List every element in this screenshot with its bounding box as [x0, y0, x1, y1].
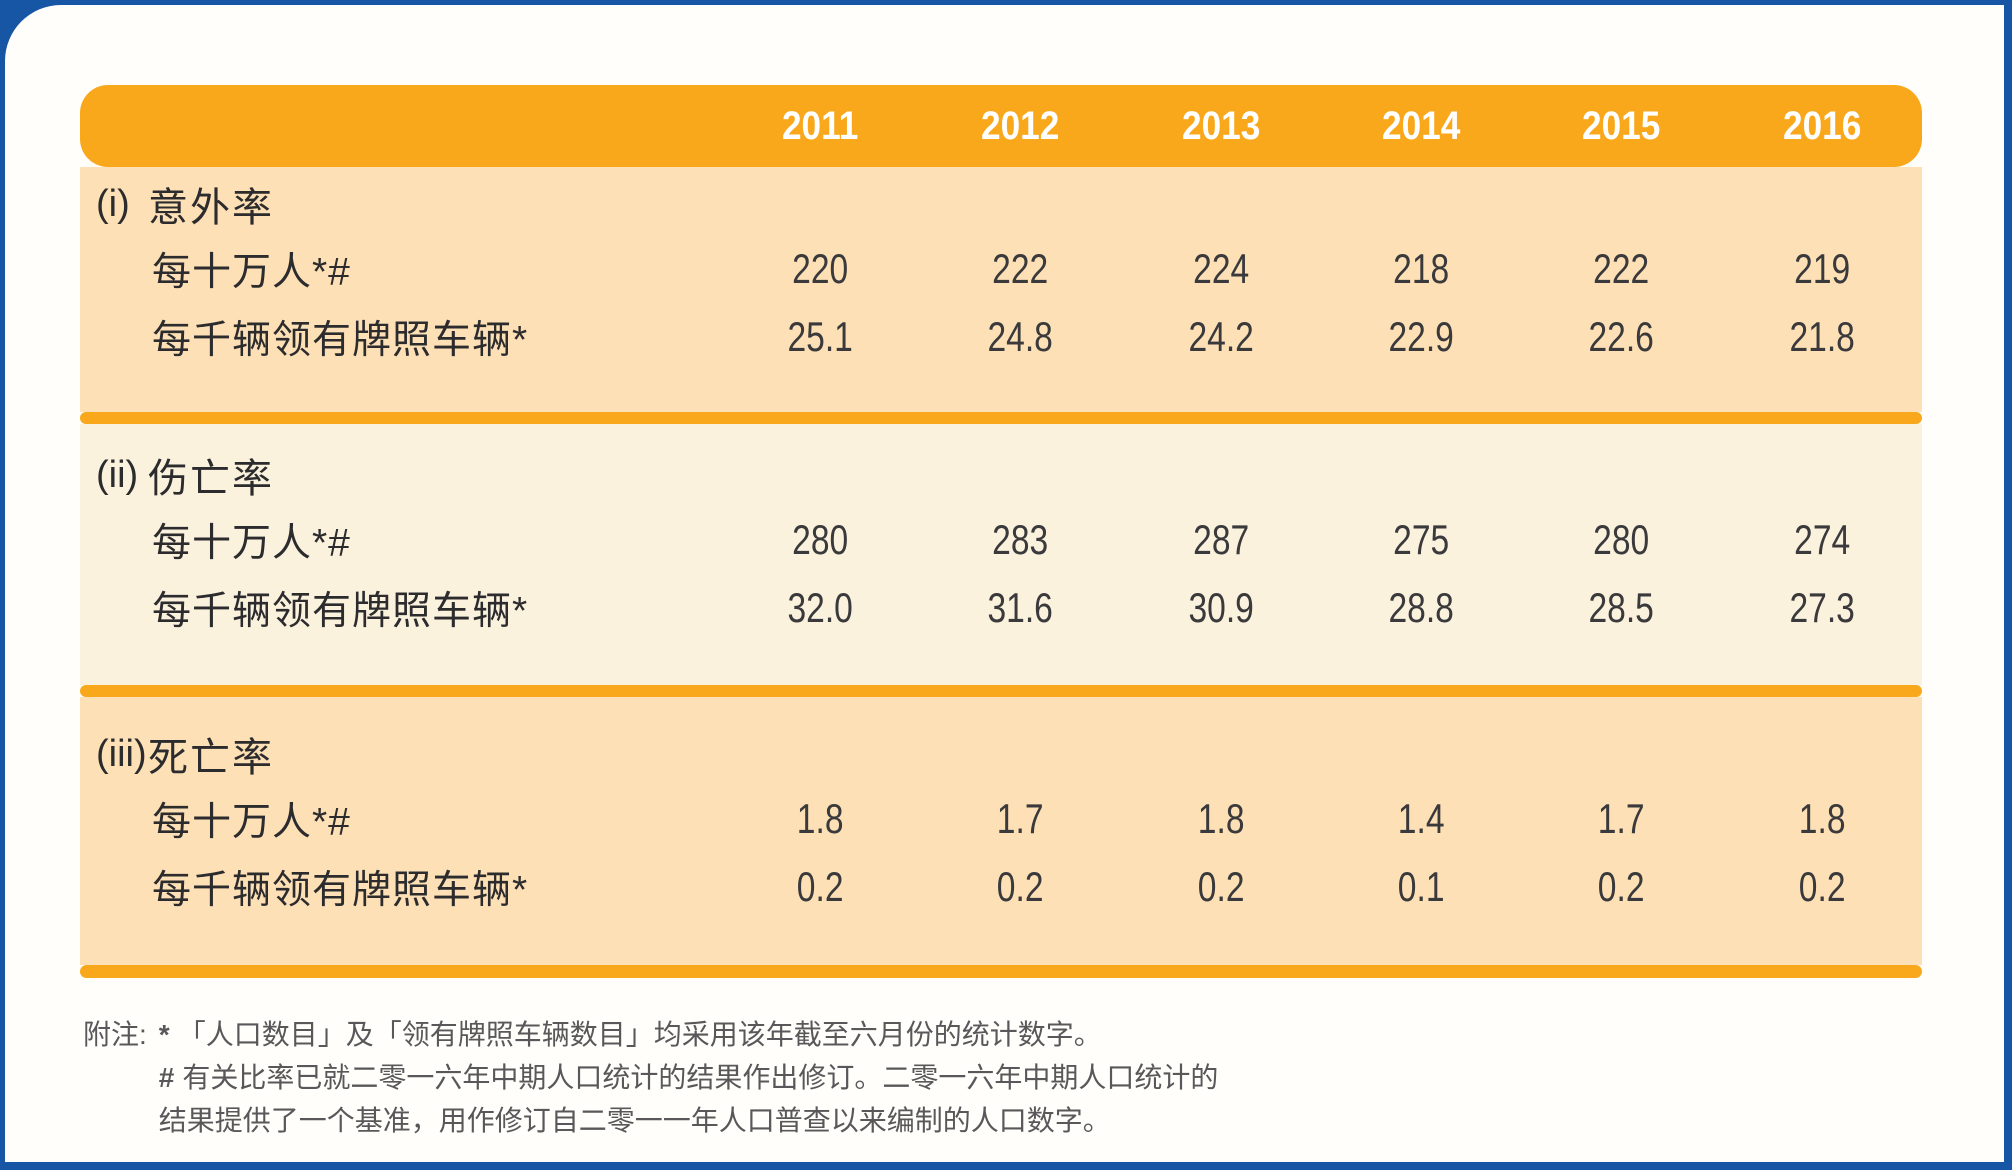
table-row: 每十万人*# 220 222 224 218 222 219: [80, 235, 1922, 303]
value-cell: 31.6: [987, 584, 1054, 631]
value-cell: 24.2: [1188, 313, 1254, 360]
value-cell: 22.6: [1588, 313, 1655, 360]
hash-marker: #: [158, 1062, 175, 1093]
section-accident-rate: (i) 意外率 每十万人*# 220 222 224 218 222 219 每…: [80, 167, 1922, 412]
row-label: 每千辆领有牌照车辆*: [152, 319, 529, 362]
year-header: 2015: [1582, 103, 1661, 148]
value-cell: 28.5: [1588, 584, 1655, 631]
section-fatality-rate: (iii) 死亡率 每十万人*# 1.8 1.7 1.8 1.4 1.7 1.8…: [80, 697, 1922, 965]
value-cell: 218: [1393, 245, 1450, 292]
row-label: 每十万人*#: [152, 522, 351, 565]
year-header: 2011: [781, 103, 859, 148]
table-bottom-bar: [80, 965, 1922, 978]
section-heading: (i) 意外率: [80, 173, 1922, 235]
value-cell: 1.7: [997, 795, 1044, 842]
table-row: 每十万人*# 280 283 287 275 280 274: [80, 506, 1922, 574]
value-cell: 222: [992, 245, 1049, 292]
table-row: 每千辆领有牌照车辆* 0.2 0.2 0.2 0.1 0.2 0.2: [80, 853, 1922, 921]
value-cell: 1.8: [1798, 795, 1846, 842]
value-cell: 220: [792, 245, 849, 292]
section-divider: [80, 412, 1922, 424]
year-header: 2014: [1381, 103, 1461, 148]
year-header: 2016: [1782, 103, 1861, 148]
row-label: 每十万人*#: [152, 801, 351, 844]
value-cell: 274: [1793, 516, 1850, 563]
value-cell: 275: [1393, 516, 1450, 563]
table-header-row: 2011 2012 2013 2014 2015 2016: [80, 85, 1922, 167]
section-title: 伤亡率: [148, 457, 274, 501]
year-header: 2012: [981, 103, 1060, 148]
value-cell: 0.2: [796, 863, 844, 910]
value-cell: 21.8: [1789, 313, 1855, 360]
footnote-text: 结果提供了一个基准，用作修订自二零一一年人口普查以来编制的人口数字。: [158, 1105, 1111, 1136]
value-cell: 280: [792, 516, 849, 563]
value-cell: 0.1: [1397, 863, 1445, 910]
value-cell: 25.1: [787, 313, 853, 360]
section-title: 死亡率: [148, 736, 274, 780]
year-header: 2013: [1181, 103, 1260, 148]
section-casualty-rate: (ii) 伤亡率 每十万人*# 280 283 287 275 280 274 …: [80, 424, 1922, 685]
section-marker: (ii): [96, 453, 139, 496]
value-cell: 24.8: [987, 313, 1054, 360]
row-label: 每十万人*#: [152, 251, 351, 294]
value-cell: 0.2: [1197, 863, 1245, 910]
statistics-table: 2011 2012 2013 2014 2015 2016 (i) 意外率 每十…: [80, 85, 1922, 978]
value-cell: 219: [1793, 245, 1850, 292]
row-label: 每千辆领有牌照车辆*: [152, 590, 529, 633]
section-heading: (ii) 伤亡率: [80, 444, 1922, 506]
value-cell: 1.4: [1397, 795, 1445, 842]
section-title: 意外率: [148, 186, 274, 230]
value-cell: 287: [1192, 516, 1249, 563]
row-label: 每千辆领有牌照车辆*: [152, 869, 529, 912]
value-cell: 1.8: [1197, 795, 1245, 842]
section-marker: (iii): [96, 732, 147, 775]
table-row: 每千辆领有牌照车辆* 25.1 24.8 24.2 22.9 22.6 21.8: [80, 303, 1922, 371]
section-divider: [80, 685, 1922, 697]
footnotes-label: 附注:: [83, 1019, 147, 1050]
value-cell: 30.9: [1188, 584, 1254, 631]
section-marker: (i): [96, 182, 130, 225]
value-cell: 1.7: [1598, 795, 1645, 842]
footnote-hash: # 有关比率已就二零一六年中期人口统计的结果作出修订。二零一六年中期人口统计的结果…: [159, 1056, 1219, 1142]
value-cell: 1.8: [796, 795, 844, 842]
value-cell: 224: [1192, 245, 1249, 292]
value-cell: 280: [1593, 516, 1650, 563]
value-cell: 28.8: [1388, 584, 1454, 631]
table-row: 每十万人*# 1.8 1.7 1.8 1.4 1.7 1.8: [80, 785, 1922, 853]
value-cell: 0.2: [1798, 863, 1846, 910]
table-row: 每千辆领有牌照车辆* 32.0 31.6 30.9 28.8 28.5 27.3: [80, 574, 1922, 642]
footnotes-body: * 「人口数目」及「领有牌照车辆数目」均采用该年截至六月份的统计数字。 # 有关比率…: [159, 1013, 1219, 1142]
value-cell: 32.0: [787, 584, 853, 631]
value-cell: 27.3: [1789, 584, 1855, 631]
value-cell: 22.9: [1388, 313, 1454, 360]
value-cell: 222: [1593, 245, 1650, 292]
asterisk-marker: *: [158, 1019, 170, 1050]
value-cell: 283: [992, 516, 1049, 563]
footnote-text: 有关比率已就二零一六年中期人口统计的结果作出修订。二零一六年中期人口统计的: [182, 1062, 1219, 1093]
value-cell: 0.2: [1598, 863, 1645, 910]
document-sheet: 2011 2012 2013 2014 2015 2016 (i) 意外率 每十…: [5, 5, 2004, 1162]
footnote-asterisk: * 「人口数目」及「领有牌照车辆数目」均采用该年截至六月份的统计数字。: [159, 1013, 1219, 1056]
footnote-text: 「人口数目」及「领有牌照车辆数目」均采用该年截至六月份的统计数字。: [177, 1019, 1102, 1050]
footnotes: 附注: * 「人口数目」及「领有牌照车辆数目」均采用该年截至六月份的统计数字。 #…: [83, 1013, 1218, 1142]
value-cell: 0.2: [997, 863, 1044, 910]
section-heading: (iii) 死亡率: [80, 723, 1922, 785]
